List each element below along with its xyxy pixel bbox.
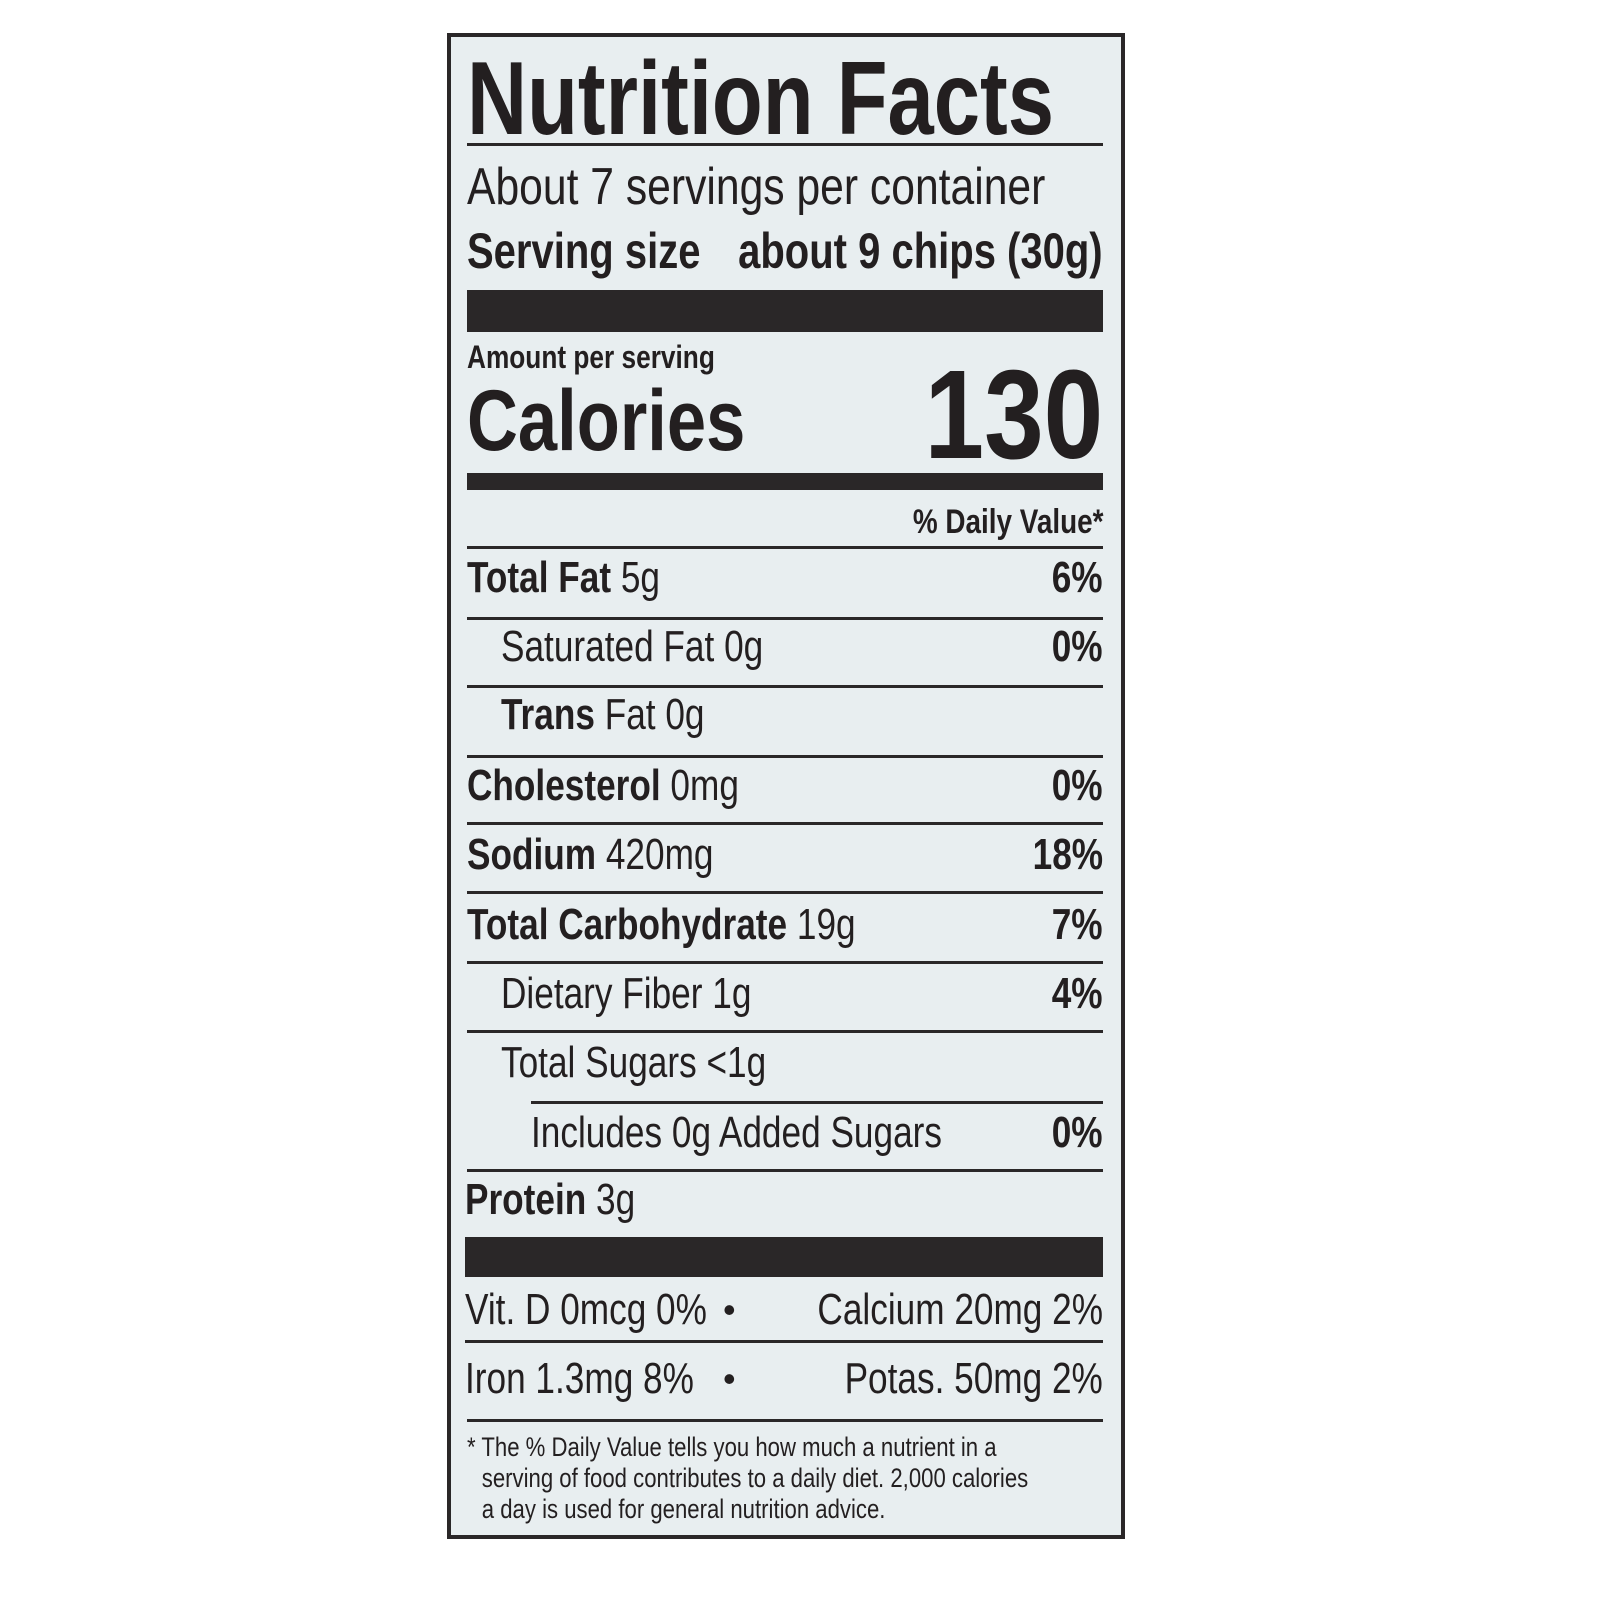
nutrient-amount: 19g bbox=[796, 900, 856, 949]
nutrient-row-cholesterol: Cholesterol 0mg 0% bbox=[467, 761, 1103, 810]
label-title: Nutrition Facts bbox=[467, 41, 1055, 157]
servings-per-container: About 7 servings per container bbox=[467, 158, 1046, 216]
nutrient-name: Saturated Fat bbox=[501, 622, 715, 671]
serving-size-label: Serving size bbox=[467, 223, 701, 279]
micronutrient-right: Potas. 50mg 2% bbox=[844, 1354, 1103, 1403]
divider bbox=[467, 685, 1103, 688]
nutrient-row-added-sugars: Includes 0g Added Sugars 0% bbox=[467, 1108, 1103, 1157]
bullet-separator: • bbox=[723, 1358, 736, 1399]
divider bbox=[467, 822, 1103, 825]
divider bbox=[467, 961, 1103, 964]
nutrient-amount: 0g bbox=[724, 622, 764, 671]
nutrient-dv: 0% bbox=[1052, 1108, 1103, 1157]
nutrient-dv: 4% bbox=[1052, 969, 1103, 1018]
thick-bar bbox=[465, 1237, 1103, 1277]
nutrient-amount: 420mg bbox=[605, 830, 714, 879]
nutrient-amount: 3g bbox=[596, 1175, 636, 1224]
divider bbox=[467, 1030, 1103, 1033]
divider bbox=[467, 546, 1103, 549]
nutrient-name: Sodium bbox=[467, 830, 597, 879]
divider bbox=[467, 755, 1103, 758]
footnote-line: * The % Daily Value tells you how much a… bbox=[467, 1432, 997, 1462]
nutrient-row-protein: Protein 3g bbox=[465, 1178, 1103, 1222]
micronutrient-left: Vit. D 0mcg 0% bbox=[465, 1285, 707, 1334]
nutrient-amount: <1g bbox=[706, 1038, 767, 1087]
nutrient-name: Total Carbohydrate bbox=[467, 900, 788, 949]
amount-per-serving: Amount per serving bbox=[467, 339, 715, 375]
nutrient-name-rest: Fat bbox=[604, 690, 656, 739]
nutrient-dv: 18% bbox=[1032, 830, 1103, 879]
nutrient-row-saturated-fat: Saturated Fat 0g 0% bbox=[467, 622, 1103, 671]
daily-value-header: % Daily Value* bbox=[912, 503, 1103, 541]
divider bbox=[467, 617, 1103, 620]
nutrient-row-dietary-fiber: Dietary Fiber 1g 4% bbox=[467, 969, 1103, 1018]
nutrient-amount: 1g bbox=[712, 969, 752, 1018]
divider bbox=[467, 1169, 1103, 1172]
nutrient-dv: 6% bbox=[1052, 553, 1103, 602]
nutrient-dv: 0% bbox=[1052, 622, 1103, 671]
nutrient-name: Dietary Fiber bbox=[501, 969, 703, 1018]
footnote-line: a day is used for general nutrition advi… bbox=[481, 1494, 886, 1524]
nutrition-facts-label: Nutrition Facts About 7 servings per con… bbox=[447, 33, 1125, 1539]
divider bbox=[467, 1419, 1103, 1422]
divider bbox=[467, 143, 1103, 146]
footnote-line: serving of food contributes to a daily d… bbox=[481, 1463, 1029, 1493]
nutrient-amount: 0mg bbox=[670, 761, 739, 810]
medium-bar bbox=[467, 473, 1103, 490]
nutrient-name: Includes 0g Added Sugars bbox=[531, 1108, 942, 1157]
nutrient-dv: 7% bbox=[1052, 900, 1103, 949]
micronutrient-right: Calcium 20mg 2% bbox=[817, 1285, 1103, 1334]
nutrient-name: Trans bbox=[501, 690, 595, 739]
footnote: * The % Daily Value tells you how much a… bbox=[467, 1432, 1028, 1525]
nutrient-name: Total Sugars bbox=[501, 1038, 697, 1087]
serving-size-value: about 9 chips (30g) bbox=[738, 223, 1104, 279]
nutrient-name: Cholesterol bbox=[467, 761, 661, 810]
micronutrient-left: Iron 1.3mg 8% bbox=[465, 1354, 694, 1403]
divider bbox=[531, 1101, 1103, 1104]
calories-label: Calories bbox=[467, 373, 746, 469]
nutrient-name: Total Fat bbox=[467, 553, 612, 602]
micronutrient-row: Vit. D 0mcg 0% • Calcium 20mg 2% bbox=[465, 1285, 1103, 1334]
divider bbox=[465, 1340, 1103, 1343]
nutrient-dv: 0% bbox=[1052, 761, 1103, 810]
nutrient-amount: 0g bbox=[665, 690, 705, 739]
calories-value: 130 bbox=[924, 344, 1103, 485]
nutrient-row-sodium: Sodium 420mg 18% bbox=[467, 830, 1103, 879]
bullet-separator: • bbox=[723, 1289, 736, 1330]
nutrient-name: Protein bbox=[465, 1175, 587, 1224]
nutrient-row-total-sugars: Total Sugars <1g bbox=[467, 1041, 1103, 1085]
nutrient-row-total-fat: Total Fat 5g 6% bbox=[467, 553, 1103, 602]
nutrient-amount: 5g bbox=[620, 553, 660, 602]
micronutrient-row: Iron 1.3mg 8% • Potas. 50mg 2% bbox=[465, 1354, 1103, 1403]
thick-bar bbox=[467, 290, 1103, 332]
nutrient-row-trans-fat: Trans Fat 0g bbox=[467, 693, 1103, 737]
divider bbox=[467, 891, 1103, 894]
nutrient-row-total-carbohydrate: Total Carbohydrate 19g 7% bbox=[467, 900, 1103, 949]
